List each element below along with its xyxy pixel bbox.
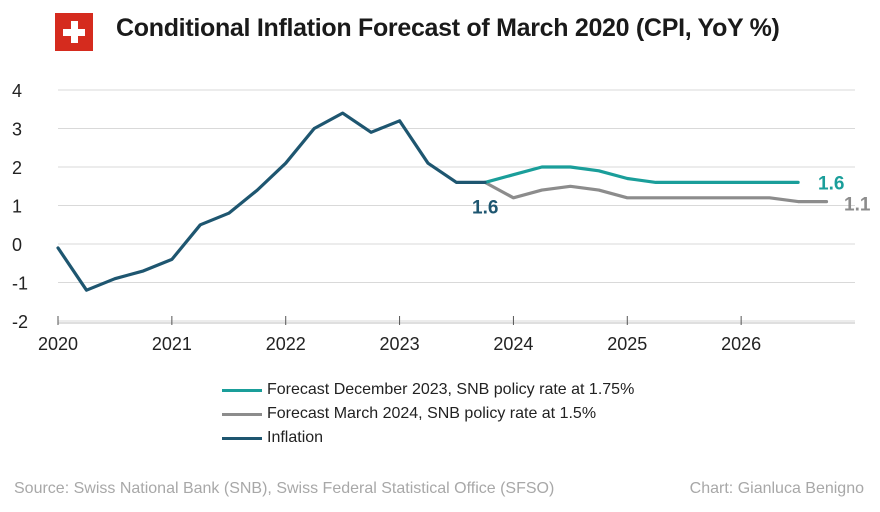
series-inflation xyxy=(56,111,487,292)
chart-footer: Source: Swiss National Bank (SNB), Swiss… xyxy=(14,480,864,498)
legend: Forecast December 2023, SNB policy rate … xyxy=(222,378,634,450)
series-forecast-mar-2024 xyxy=(483,180,829,204)
annotations: 1.61.61.1 xyxy=(472,173,871,218)
x-tick-label-2020: 2020 xyxy=(38,334,78,354)
annotation-forecast-mar-end: 1.1 xyxy=(844,195,871,216)
legend-swatch-forecast-dec-2023 xyxy=(222,389,262,392)
x-tick-label-2021: 2021 xyxy=(152,334,192,354)
y-tick-label-1: 1 xyxy=(12,197,22,217)
axes: -2 -1 0 1 2 3 4 2020 2021 2022 2023 2024 2025 2026 xyxy=(12,81,855,354)
legend-item-inflation: Inflation xyxy=(222,426,634,450)
legend-swatch-inflation xyxy=(222,437,262,440)
legend-item-forecast-dec-2023: Forecast December 2023, SNB policy rate … xyxy=(222,378,634,402)
x-tick-label-2026: 2026 xyxy=(721,334,761,354)
swiss-flag-icon xyxy=(55,13,93,51)
chart-credit: Chart: Gianluca Benigno xyxy=(689,480,864,497)
y-tick-label-0: 0 xyxy=(12,235,22,255)
x-tick-label-2023: 2023 xyxy=(380,334,420,354)
chart-header: Conditional Inflation Forecast of March … xyxy=(0,0,880,70)
series-lines xyxy=(56,111,829,292)
x-tick-label-2024: 2024 xyxy=(493,334,533,354)
annotation-forecast-dec-end: 1.6 xyxy=(818,173,844,194)
legend-label-inflation: Inflation xyxy=(267,429,324,446)
y-tick-label-3: 3 xyxy=(12,120,22,140)
y-tick-label-4: 4 xyxy=(12,81,22,101)
chart-title: Conditional Inflation Forecast of March … xyxy=(116,14,780,42)
legend-swatch-forecast-mar-2024 xyxy=(222,413,262,416)
x-tick-label-2025: 2025 xyxy=(607,334,647,354)
gridlines xyxy=(58,89,855,322)
series-forecast-dec-2023 xyxy=(483,165,800,185)
line-chart: -2 -1 0 1 2 3 4 2020 2021 2022 2023 2024 2025 2026 1.… xyxy=(12,81,871,354)
legend-label-forecast-mar-2024: Forecast March 2024, SNB policy rate at … xyxy=(267,405,597,422)
x-tick-label-2022: 2022 xyxy=(266,334,306,354)
legend-item-forecast-mar-2024: Forecast March 2024, SNB policy rate at … xyxy=(222,402,634,426)
legend-label-forecast-dec-2023: Forecast December 2023, SNB policy rate … xyxy=(267,381,635,398)
y-tick-label--2: -2 xyxy=(12,312,28,332)
annotation-inflation-end: 1.6 xyxy=(472,197,498,218)
y-tick-label--1: -1 xyxy=(12,274,28,294)
source-note: Source: Swiss National Bank (SNB), Swiss… xyxy=(14,480,555,497)
y-tick-label-2: 2 xyxy=(12,158,22,178)
